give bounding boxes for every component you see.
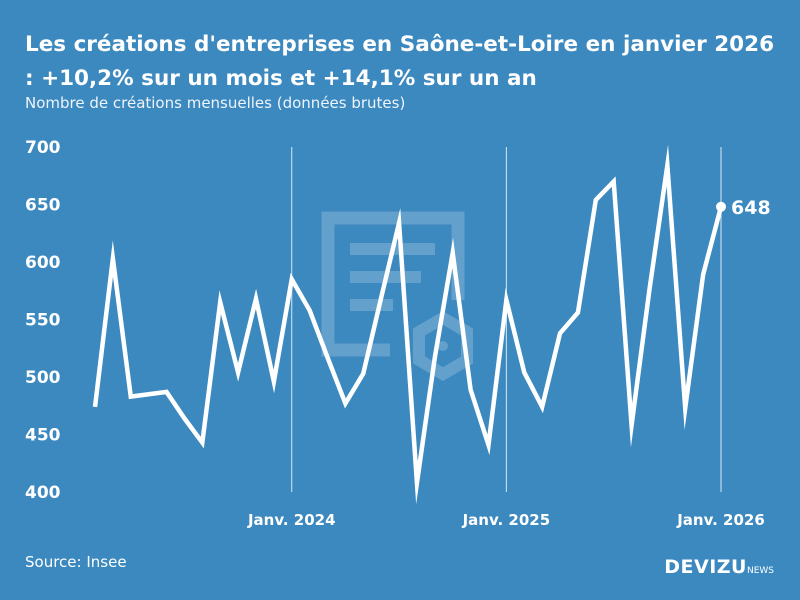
source-note: Source: Insee [25,553,127,571]
last-value-label: 648 [731,197,771,219]
y-tick-label: 550 [25,311,61,331]
x-tick-label: Janv. 2026 [676,511,765,529]
series-line [92,144,724,505]
chart-subtitle: Nombre de créations mensuelles (données … [25,94,406,112]
y-tick-label: 650 [25,196,61,216]
x-tick-label: Janv. 2024 [247,511,336,529]
brand-name: DEVIZU [664,556,747,578]
y-tick-label: 600 [25,253,61,273]
y-tick-label: 450 [25,426,61,446]
brand-logo: DEVIZUNEWS [664,556,774,578]
y-tick-label: 500 [25,368,61,388]
data-point [716,201,726,212]
x-tick-label: Janv. 2025 [462,511,551,529]
chart-title: Les créations d'entreprises en Saône-et-… [25,32,775,91]
y-tick-label: 700 [25,138,61,158]
brand-suffix: NEWS [746,566,774,576]
y-tick-label: 400 [25,483,61,503]
